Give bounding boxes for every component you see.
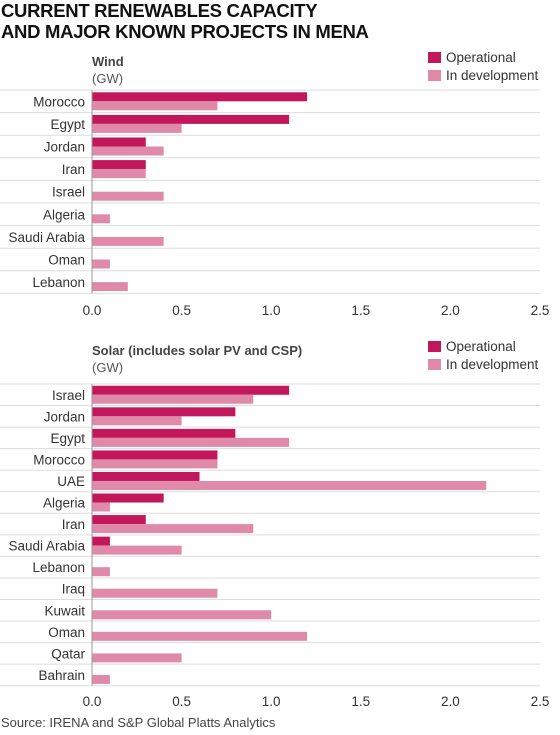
bar-operational xyxy=(92,493,164,503)
category-label: Saudi Arabia xyxy=(8,539,85,554)
x-tick-label: 1.0 xyxy=(262,694,281,709)
bar-development xyxy=(92,524,254,534)
category-label: Oman xyxy=(48,625,85,640)
bar-development xyxy=(92,631,308,641)
bar-development xyxy=(92,123,182,133)
bar-development xyxy=(92,567,110,577)
bar-development xyxy=(92,394,254,404)
category-label: UAE xyxy=(57,474,85,489)
category-label: Iraq xyxy=(62,582,85,597)
category-label: Algeria xyxy=(43,207,86,222)
panel-title-0: Wind xyxy=(92,54,124,69)
bar-development xyxy=(92,502,110,512)
category-label: Kuwait xyxy=(44,603,85,618)
bar-development xyxy=(92,588,218,598)
bar-operational xyxy=(92,428,236,438)
page-title: CURRENT RENEWABLES CAPACITY AND MAJOR KN… xyxy=(1,0,369,42)
legend-label-operational: Operational xyxy=(446,50,516,65)
bar-development xyxy=(92,674,110,684)
x-tick-label: 2.5 xyxy=(531,694,550,709)
x-tick-label: 2.0 xyxy=(441,694,460,709)
bar-operational xyxy=(92,536,110,546)
legend-label-development: In development xyxy=(446,357,539,372)
x-tick-label: 0.5 xyxy=(172,694,191,709)
legend-swatch-development xyxy=(428,70,441,81)
x-tick-label: 2.5 xyxy=(531,303,550,318)
category-label: Saudi Arabia xyxy=(8,230,85,245)
bar-development xyxy=(92,236,164,246)
bar-development xyxy=(92,416,182,426)
category-label: Morocco xyxy=(33,94,85,109)
bar-development xyxy=(92,259,110,269)
category-label: Jordan xyxy=(44,140,85,155)
x-tick-label: 0.0 xyxy=(83,303,102,318)
category-label: Qatar xyxy=(51,646,85,661)
bar-development xyxy=(92,653,182,663)
x-tick-label: 1.5 xyxy=(351,694,370,709)
category-label: Israel xyxy=(52,388,85,403)
x-tick-label: 0.5 xyxy=(172,303,191,318)
bar-operational xyxy=(92,471,200,481)
bar-operational xyxy=(92,407,236,417)
legend-swatch-operational xyxy=(428,52,441,63)
bar-operational xyxy=(92,515,146,525)
bar-operational xyxy=(92,137,146,147)
category-label: Jordan xyxy=(44,409,85,424)
bar-development xyxy=(92,610,272,620)
legend-swatch-development xyxy=(428,359,441,370)
title-line-1: CURRENT RENEWABLES CAPACITY xyxy=(1,0,318,21)
source-note: Source: IRENA and S&P Global Platts Anal… xyxy=(1,715,276,730)
category-label: Oman xyxy=(48,253,85,268)
category-label: Morocco xyxy=(33,452,85,467)
category-label: Bahrain xyxy=(38,668,85,683)
bar-development xyxy=(92,480,487,490)
category-label: Iran xyxy=(62,517,85,532)
x-tick-label: 0.0 xyxy=(83,694,102,709)
title-line-2: AND MAJOR KNOWN PROJECTS IN MENA xyxy=(1,21,369,42)
x-tick-label: 1.0 xyxy=(262,303,281,318)
bar-operational xyxy=(92,450,218,460)
category-label: Lebanon xyxy=(32,560,85,575)
bar-development xyxy=(92,459,218,469)
bar-development xyxy=(92,146,164,156)
category-label: Egypt xyxy=(50,431,85,446)
legend-label-development: In development xyxy=(446,68,539,83)
category-label: Lebanon xyxy=(32,275,85,290)
bar-operational xyxy=(92,160,146,170)
x-tick-label: 2.0 xyxy=(441,303,460,318)
bar-development xyxy=(92,169,146,179)
category-label: Algeria xyxy=(43,496,86,511)
panel-title-1: Solar (includes solar PV and CSP) xyxy=(92,343,302,358)
panel-unit-1: (GW) xyxy=(92,360,123,375)
bar-development xyxy=(92,545,182,555)
bar-operational xyxy=(92,92,308,102)
category-label: Israel xyxy=(52,185,85,200)
category-label: Iran xyxy=(62,162,85,177)
bar-development xyxy=(92,214,110,224)
bar-operational xyxy=(92,385,290,395)
x-tick-label: 1.5 xyxy=(351,303,370,318)
bar-development xyxy=(92,437,290,447)
bar-development xyxy=(92,101,218,111)
category-label: Egypt xyxy=(50,117,85,132)
legend-label-operational: Operational xyxy=(446,339,516,354)
bar-operational xyxy=(92,114,290,124)
bar-development xyxy=(92,282,128,292)
legend-swatch-operational xyxy=(428,341,441,352)
bar-development xyxy=(92,191,164,201)
panel-unit-0: (GW) xyxy=(92,71,123,86)
